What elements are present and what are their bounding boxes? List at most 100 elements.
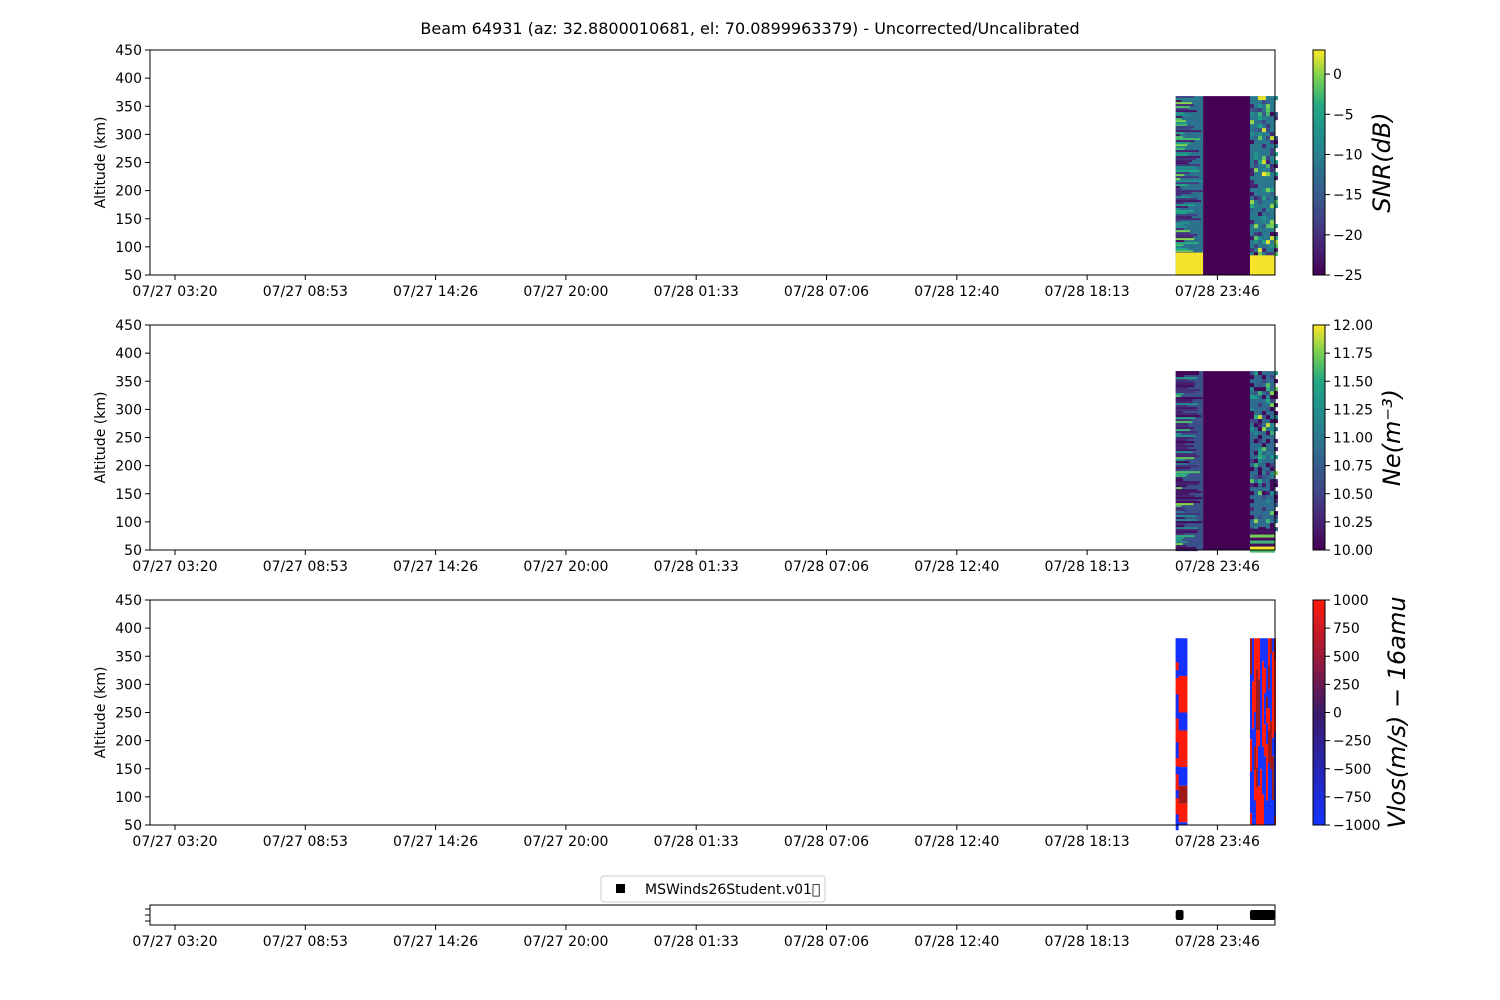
- snr-cell: [1269, 204, 1274, 209]
- snr-cell: [1175, 200, 1202, 203]
- y-tick-label: 200: [115, 459, 142, 475]
- ne-cell: [1249, 499, 1254, 504]
- ne-cell: [1265, 407, 1270, 412]
- snr-cell: [1175, 170, 1200, 173]
- snr-cell: [1175, 250, 1193, 253]
- ne-cell: [1257, 423, 1262, 428]
- vlos-cell: [1267, 708, 1270, 731]
- ne-cell: [1257, 427, 1262, 432]
- x-tick-label: 07/28 23:46: [1175, 834, 1260, 850]
- snr-cell: [1269, 164, 1274, 169]
- snr-cell: [1257, 124, 1262, 129]
- vlos-cell: [1251, 728, 1254, 777]
- ne-cell: [1261, 375, 1266, 380]
- ne-x-ticks: 07/27 03:20 07/27 08:53 07/27 14:26 07/27 2…: [132, 550, 1260, 575]
- colorbar-tick-label: 11.00: [1333, 431, 1373, 447]
- vlos-cell: [1175, 734, 1179, 743]
- x-tick-label: 07/28 23:46: [1175, 284, 1260, 300]
- snr-cell: [1253, 156, 1258, 161]
- ne-cell: [1249, 439, 1254, 444]
- ne-cell: [1175, 375, 1184, 378]
- snr-cell: [1249, 236, 1254, 241]
- ne-cell: [1175, 521, 1203, 524]
- vlos-cell: [1265, 777, 1268, 801]
- vlos-cell: [1263, 712, 1266, 725]
- x-tick-label: 07/28 12:40: [914, 934, 999, 950]
- colorbar-tick-label: −15: [1333, 188, 1363, 204]
- ne-cell: [1269, 491, 1274, 496]
- vlos-cell: [1267, 779, 1270, 814]
- y-tick-label: 50: [124, 268, 142, 284]
- ne-cell: [1253, 431, 1258, 436]
- snr-cell: [1261, 160, 1266, 165]
- snr-cell: [1265, 160, 1270, 165]
- vlos-cell: [1271, 651, 1274, 699]
- x-tick-label: 07/28 07:06: [784, 559, 869, 575]
- vlos-cell: [1175, 646, 1179, 655]
- snr-cell: [1257, 136, 1262, 141]
- vlos-cell: [1269, 689, 1272, 722]
- ne-cell: [1175, 509, 1186, 512]
- ne-cell: [1269, 515, 1274, 520]
- ne-cell: [1175, 371, 1200, 374]
- snr-cell: [1257, 236, 1262, 241]
- y-tick-label: 250: [115, 706, 142, 722]
- x-tick-label: 07/27 08:53: [263, 559, 348, 575]
- snr-cell: [1265, 196, 1270, 201]
- ne-cell: [1175, 437, 1194, 440]
- vlos-cell: [1263, 693, 1266, 713]
- vlos-cell: [1259, 737, 1262, 770]
- ne-cell: [1175, 385, 1194, 388]
- ne-cell: [1273, 415, 1278, 420]
- ne-cell: [1261, 399, 1266, 404]
- vlos-cell: [1175, 675, 1188, 699]
- colorbar-tick-label: 11.75: [1333, 346, 1373, 362]
- ne-cell: [1253, 459, 1258, 464]
- ne-cell: [1253, 463, 1258, 468]
- vlos-cell: [1257, 663, 1260, 679]
- vlos-cell: [1261, 661, 1264, 698]
- snr-cell: [1269, 236, 1274, 241]
- ne-cell: [1265, 383, 1270, 388]
- ne-cell: [1261, 495, 1266, 500]
- snr-cell: [1273, 140, 1278, 145]
- snr-cell: [1265, 188, 1270, 193]
- ne-cell: [1273, 395, 1278, 400]
- ne-cell: [1175, 519, 1198, 522]
- vlos-cell: [1263, 811, 1266, 825]
- vlos-cell: [1261, 746, 1264, 795]
- vlos-heatmap: [1175, 638, 1276, 831]
- ne-cell: [1273, 483, 1278, 488]
- snr-cell: [1249, 248, 1254, 253]
- ne-cell: [1175, 459, 1185, 462]
- snr-cell: [1175, 228, 1184, 231]
- colorbar-tick-label: −10: [1333, 147, 1363, 163]
- snr-cell: [1265, 108, 1270, 113]
- vlos-cell: [1257, 678, 1260, 709]
- vlos-cell: [1175, 662, 1179, 671]
- vlos-cell: [1271, 756, 1274, 782]
- snr-cell: [1265, 212, 1270, 217]
- snr-cell: [1175, 120, 1186, 123]
- ne-cell: [1175, 495, 1195, 498]
- ne-cell: [1175, 501, 1201, 504]
- colorbar-tick-label: −25: [1333, 268, 1363, 284]
- ne-cell: [1175, 443, 1185, 446]
- vlos-cell: [1269, 638, 1272, 654]
- y-tick-label: 200: [115, 184, 142, 200]
- snr-cell: [1249, 140, 1254, 145]
- vlos-cell: [1175, 767, 1188, 786]
- timeline-panel: MSWinds26Student.v01  07/27 03:20 07/27 0…: [132, 875, 1276, 950]
- vlos-cell: [1255, 669, 1258, 713]
- snr-cell: [1175, 162, 1189, 165]
- vlos-cell: [1175, 822, 1179, 831]
- ne-cell: [1249, 387, 1254, 392]
- snr-cell: [1265, 220, 1270, 225]
- snr-cell: [1265, 112, 1270, 117]
- ne-cell: [1249, 534, 1275, 538]
- snr-cell: [1257, 132, 1262, 137]
- snr-cell: [1175, 96, 1195, 99]
- ne-cell: [1257, 439, 1262, 444]
- ne-cell: [1175, 425, 1189, 428]
